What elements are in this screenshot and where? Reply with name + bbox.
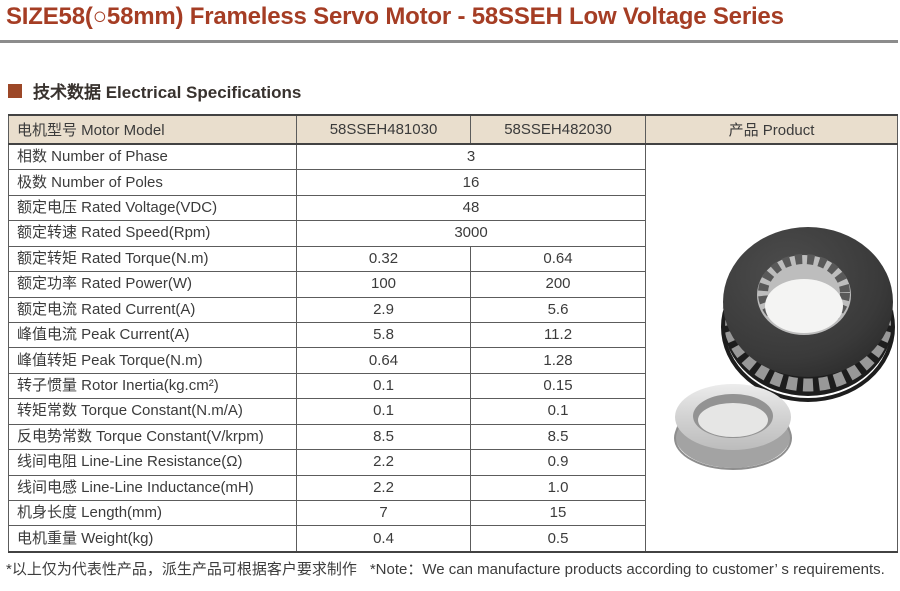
footnote-chinese: *以上仅为代表性产品，派生产品可根据客户要求制作 <box>6 561 357 578</box>
row-value-merged: 48 <box>296 194 646 222</box>
row-label: 电机重量 Weight(kg) <box>8 525 297 553</box>
row-value-1: 0.1 <box>296 398 471 425</box>
product-photo-cell <box>645 143 898 553</box>
row-value-merged: 16 <box>296 169 646 196</box>
row-label: 额定功率 Rated Power(W) <box>8 271 297 298</box>
row-value-2: 8.5 <box>470 423 646 451</box>
motor-rings-illustration <box>674 227 895 470</box>
footnote: *以上仅为代表性产品，派生产品可根据客户要求制作 *Note：We can man… <box>6 558 885 579</box>
row-value-2: 11.2 <box>470 321 646 349</box>
page-title: SIZE58(○58mm) Frameless Servo Motor - 58… <box>6 3 784 30</box>
row-value-2: 0.15 <box>470 372 646 400</box>
table-row: 峰值电流 Peak Current(A) 5.8 11.2 <box>8 321 898 349</box>
title-divider <box>0 40 898 43</box>
table-row: 额定电流 Rated Current(A) 2.9 5.6 <box>8 296 898 323</box>
col-header-model-482030: 58SSEH482030 <box>470 114 646 145</box>
row-value-2: 1.0 <box>470 474 646 501</box>
row-value-1: 100 <box>296 271 471 298</box>
table-row: 线间电感 Line-Line Inductance(mH) 2.2 1.0 <box>8 474 898 501</box>
row-value-1: 0.32 <box>296 245 471 273</box>
row-value-2: 15 <box>470 499 646 527</box>
row-value-1: 2.2 <box>296 449 471 476</box>
row-value-2: 1.28 <box>470 347 646 374</box>
spec-table: 电机型号 Motor Model 58SSEH481030 58SSEH4820… <box>8 114 898 553</box>
row-label: 相数 Number of Phase <box>8 143 297 171</box>
row-value-2: 5.6 <box>470 296 646 323</box>
row-label: 额定转速 Rated Speed(Rpm) <box>8 220 297 247</box>
table-row: 反电势常数 Torque Constant(V/krpm) 8.5 8.5 <box>8 423 898 451</box>
table-row: 电机重量 Weight(kg) 0.4 0.5 <box>8 525 898 553</box>
footnote-english: *Note：We can manufacture products accord… <box>369 561 885 578</box>
table-row: 极数 Number of Poles 16 <box>8 169 898 196</box>
silver-rotor-ring <box>674 384 792 470</box>
row-value-1: 5.8 <box>296 321 471 349</box>
row-label: 额定转矩 Rated Torque(N.m) <box>8 245 297 273</box>
table-row: 峰值转矩 Peak Torque(N.m) 0.64 1.28 <box>8 347 898 374</box>
row-label: 极数 Number of Poles <box>8 169 297 196</box>
table-row: 额定转矩 Rated Torque(N.m) 0.32 0.64 <box>8 245 898 273</box>
row-label: 转矩常数 Torque Constant(N.m/A) <box>8 398 297 425</box>
row-value-1: 0.1 <box>296 372 471 400</box>
table-row: 相数 Number of Phase 3 <box>8 143 898 553</box>
row-label: 反电势常数 Torque Constant(V/krpm) <box>8 423 297 451</box>
table-row: 额定电压 Rated Voltage(VDC) 48 <box>8 194 898 222</box>
section-bullet-icon <box>8 84 22 98</box>
row-label: 线间电阻 Line-Line Resistance(Ω) <box>8 449 297 476</box>
col-header-product: 产品 Product <box>645 114 898 145</box>
section-header: 技术数据 Electrical Specifications <box>8 79 302 102</box>
row-value-1: 7 <box>296 499 471 527</box>
black-stator-ring <box>721 227 895 402</box>
table-row: 额定功率 Rated Power(W) 100 200 <box>8 271 898 298</box>
table-header-row: 电机型号 Motor Model 58SSEH481030 58SSEH4820… <box>8 114 898 145</box>
row-value-merged: 3000 <box>296 220 646 247</box>
row-value-1: 2.9 <box>296 296 471 323</box>
table-row: 线间电阻 Line-Line Resistance(Ω) 2.2 0.9 <box>8 449 898 476</box>
row-value-2: 0.1 <box>470 398 646 425</box>
row-value-1: 0.64 <box>296 347 471 374</box>
row-value-1: 2.2 <box>296 474 471 501</box>
row-label: 线间电感 Line-Line Inductance(mH) <box>8 474 297 501</box>
row-value-2: 0.9 <box>470 449 646 476</box>
row-value-merged: 3 <box>296 143 646 171</box>
col-header-model-481030: 58SSEH481030 <box>296 114 471 145</box>
section-title: 技术数据 Electrical Specifications <box>33 82 302 102</box>
table-row: 机身长度 Length(mm) 7 15 <box>8 499 898 527</box>
row-label: 机身长度 Length(mm) <box>8 499 297 527</box>
row-label: 额定电流 Rated Current(A) <box>8 296 297 323</box>
row-label: 峰值转矩 Peak Torque(N.m) <box>8 347 297 374</box>
row-value-1: 8.5 <box>296 423 471 451</box>
row-value-2: 0.64 <box>470 245 646 273</box>
row-label: 峰值电流 Peak Current(A) <box>8 321 297 349</box>
row-label: 转子惯量 Rotor Inertia(kg.cm²) <box>8 372 297 400</box>
product-photo <box>647 145 897 551</box>
row-label: 额定电压 Rated Voltage(VDC) <box>8 194 297 222</box>
row-value-2: 0.5 <box>470 525 646 553</box>
row-value-2: 200 <box>470 271 646 298</box>
row-value-1: 0.4 <box>296 525 471 553</box>
col-header-motor-model: 电机型号 Motor Model <box>8 114 297 145</box>
